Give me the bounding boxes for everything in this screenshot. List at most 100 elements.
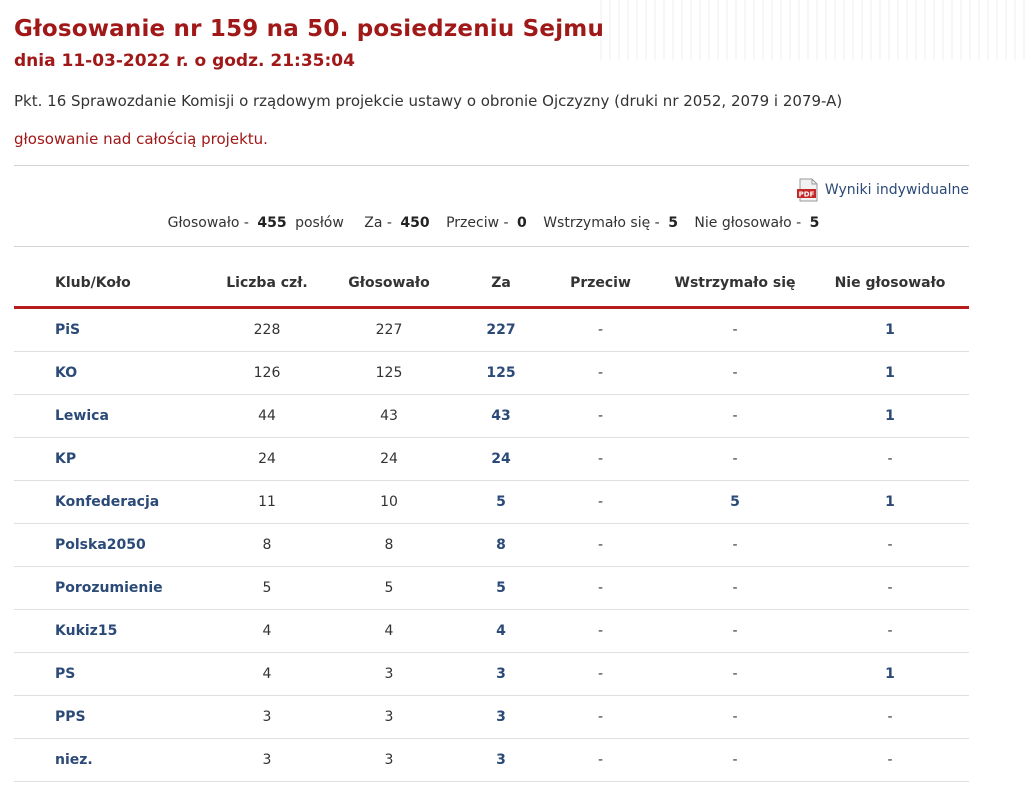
- cell-nie-glosowalo: -: [811, 566, 969, 610]
- cell-przeciw: -: [542, 307, 659, 352]
- cell-za: 125: [460, 351, 542, 395]
- cell-nie-glosowalo: 1: [811, 307, 969, 352]
- cell-za: 43: [460, 394, 542, 438]
- table-row: Kukiz15 4 4 4- - -: [14, 609, 969, 653]
- table-row: niez. 3 3 3- - -: [14, 738, 969, 782]
- cell-wstrzymalo: 5: [659, 480, 811, 524]
- cell-przeciw: -: [542, 609, 659, 653]
- cell-za: 24: [460, 437, 542, 481]
- cell-przeciw: -: [542, 437, 659, 481]
- cell-przeciw: -: [542, 394, 659, 438]
- cell-members: 5: [216, 566, 318, 610]
- table-row: Lewica 44 43 43- -1: [14, 394, 969, 438]
- table-row: PS 4 3 3- -1: [14, 652, 969, 696]
- cell-voted: 43: [318, 394, 460, 438]
- background-texture: [600, 0, 1030, 60]
- cell-members: 228: [216, 307, 318, 352]
- cell-przeciw: -: [542, 566, 659, 610]
- table-row: KP 24 24 24- - -: [14, 437, 969, 481]
- cell-club[interactable]: niez.: [14, 738, 216, 782]
- col-header-wstrzymalo: Wstrzymało się: [659, 260, 811, 309]
- cell-za: 3: [460, 652, 542, 696]
- page-title: Głosowanie nr 159 na 50. posiedzeniu Sej…: [14, 16, 605, 42]
- cell-members: 3: [216, 695, 318, 739]
- cell-za: 4: [460, 609, 542, 653]
- individual-results-label: Wyniki indywidualne: [824, 182, 969, 198]
- divider: [14, 165, 969, 166]
- cell-wstrzymalo: -: [659, 652, 811, 696]
- cell-members: 8: [216, 523, 318, 567]
- summary-voted: Głosowało - 455 posłów: [167, 215, 344, 231]
- individual-results-link[interactable]: PDF Wyniki indywidualne: [796, 178, 969, 202]
- col-header-nie-glosowalo: Nie głosowało: [811, 260, 969, 309]
- cell-przeciw: -: [542, 523, 659, 567]
- pdf-row: PDF Wyniki indywidualne: [14, 172, 969, 208]
- cell-nie-glosowalo: 1: [811, 652, 969, 696]
- cell-przeciw: -: [542, 695, 659, 739]
- cell-club[interactable]: Porozumienie: [14, 566, 216, 610]
- cell-club[interactable]: PPS: [14, 695, 216, 739]
- table-row: Polska2050 8 8 8- - -: [14, 523, 969, 567]
- cell-wstrzymalo: -: [659, 351, 811, 395]
- cell-voted: 5: [318, 566, 460, 610]
- table-row: PiS 228 227 227- -1: [14, 307, 969, 352]
- vote-summary: Głosowało - 455 posłów Za - 450 Przeciw …: [14, 212, 969, 246]
- summary-przeciw: Przeciw - 0: [446, 215, 527, 231]
- cell-wstrzymalo: -: [659, 307, 811, 352]
- cell-members: 11: [216, 480, 318, 524]
- cell-przeciw: -: [542, 351, 659, 395]
- cell-nie-glosowalo: -: [811, 609, 969, 653]
- cell-members: 126: [216, 351, 318, 395]
- cell-club[interactable]: Polska2050: [14, 523, 216, 567]
- table-row: Porozumienie 5 5 5- - -: [14, 566, 969, 610]
- summary-wstrzymalo: Wstrzymało się - 5: [543, 215, 678, 231]
- cell-club[interactable]: KO: [14, 351, 216, 395]
- col-header-przeciw: Przeciw: [542, 260, 659, 309]
- cell-nie-glosowalo: -: [811, 523, 969, 567]
- cell-members: 4: [216, 609, 318, 653]
- col-header-club: Klub/Koło: [14, 260, 216, 309]
- cell-nie-glosowalo: -: [811, 437, 969, 481]
- cell-wstrzymalo: -: [659, 738, 811, 782]
- col-header-voted: Głosowało: [318, 260, 460, 309]
- cell-club[interactable]: PiS: [14, 307, 216, 352]
- cell-przeciw: -: [542, 738, 659, 782]
- cell-club[interactable]: Kukiz15: [14, 609, 216, 653]
- agenda-topic: Pkt. 16 Sprawozdanie Komisji o rządowym …: [14, 92, 843, 110]
- cell-nie-glosowalo: -: [811, 738, 969, 782]
- vote-mode: głosowanie nad całością projektu.: [14, 130, 268, 148]
- cell-members: 44: [216, 394, 318, 438]
- results-table: Klub/Koło Liczba czł. Głosowało Za Przec…: [14, 260, 969, 782]
- cell-wstrzymalo: -: [659, 566, 811, 610]
- cell-voted: 3: [318, 695, 460, 739]
- vote-datetime: dnia 11-03-2022 r. o godz. 21:35:04: [14, 51, 355, 71]
- cell-voted: 8: [318, 523, 460, 567]
- table-row: PPS 3 3 3- - -: [14, 695, 969, 739]
- cell-club[interactable]: PS: [14, 652, 216, 696]
- cell-za: 5: [460, 480, 542, 524]
- cell-wstrzymalo: -: [659, 523, 811, 567]
- voting-page: Głosowanie nr 159 na 50. posiedzeniu Sej…: [14, 0, 969, 782]
- cell-members: 3: [216, 738, 318, 782]
- cell-voted: 125: [318, 351, 460, 395]
- cell-za: 3: [460, 738, 542, 782]
- cell-members: 24: [216, 437, 318, 481]
- table-header-row: Klub/Koło Liczba czł. Głosowało Za Przec…: [14, 260, 969, 309]
- cell-voted: 3: [318, 652, 460, 696]
- cell-nie-glosowalo: 1: [811, 351, 969, 395]
- cell-voted: 4: [318, 609, 460, 653]
- cell-voted: 227: [318, 307, 460, 352]
- cell-club[interactable]: Lewica: [14, 394, 216, 438]
- cell-club[interactable]: Konfederacja: [14, 480, 216, 524]
- cell-club[interactable]: KP: [14, 437, 216, 481]
- cell-za: 3: [460, 695, 542, 739]
- svg-text:PDF: PDF: [799, 190, 815, 198]
- cell-wstrzymalo: -: [659, 695, 811, 739]
- pdf-icon: PDF: [796, 178, 819, 202]
- cell-voted: 24: [318, 437, 460, 481]
- col-header-members: Liczba czł.: [216, 260, 318, 309]
- cell-voted: 10: [318, 480, 460, 524]
- summary-nie-glosowalo: Nie głosowało - 5: [694, 215, 820, 231]
- cell-nie-glosowalo: 1: [811, 394, 969, 438]
- col-header-za: Za: [460, 260, 542, 309]
